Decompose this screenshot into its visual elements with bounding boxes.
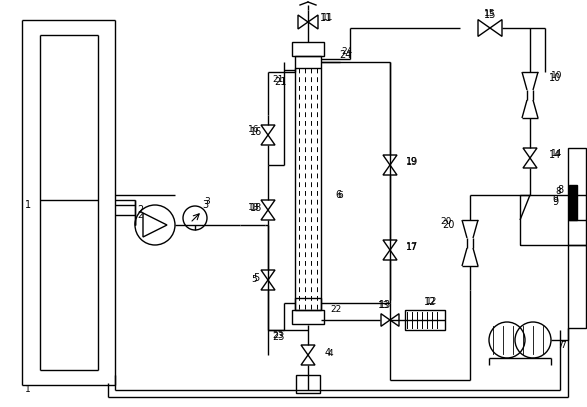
Text: 2: 2 (137, 205, 143, 215)
Text: 1: 1 (25, 200, 31, 210)
Text: 15: 15 (484, 10, 496, 20)
Bar (568, 148, 586, 328)
Text: 2: 2 (137, 210, 143, 219)
Text: 21: 21 (272, 76, 284, 85)
Text: 7: 7 (560, 341, 566, 350)
Text: 4: 4 (327, 348, 333, 357)
Text: 17: 17 (406, 243, 418, 252)
Text: 5: 5 (251, 276, 257, 284)
Text: 15: 15 (484, 9, 496, 18)
Text: 9: 9 (552, 197, 558, 207)
Text: 14: 14 (551, 149, 563, 158)
Text: 5: 5 (253, 273, 259, 283)
Text: 3: 3 (204, 197, 210, 206)
Text: 10: 10 (551, 72, 563, 81)
Text: 16: 16 (248, 125, 260, 134)
Text: 10: 10 (549, 73, 561, 83)
Bar (520, 195, 587, 245)
Text: 17: 17 (406, 242, 418, 252)
Bar (296, 375, 320, 393)
Bar (292, 42, 324, 56)
Text: 20: 20 (442, 220, 454, 230)
Text: 7: 7 (557, 340, 563, 350)
Text: 12: 12 (426, 298, 438, 306)
Text: 19: 19 (406, 157, 418, 167)
Text: 6: 6 (337, 190, 343, 199)
Text: 8: 8 (555, 188, 561, 197)
Text: 16: 16 (250, 127, 262, 137)
Text: 20: 20 (440, 217, 451, 227)
Text: 13: 13 (379, 300, 391, 310)
Text: 3: 3 (202, 200, 208, 210)
Text: 19: 19 (406, 158, 418, 166)
Bar (405, 310, 445, 330)
Bar (295, 56, 321, 68)
Text: 11: 11 (320, 13, 332, 23)
Bar (569, 185, 577, 220)
Bar (292, 310, 324, 324)
Text: 13: 13 (378, 302, 390, 311)
Text: 9: 9 (552, 195, 558, 204)
Text: 23: 23 (272, 331, 284, 341)
Text: 24: 24 (342, 48, 353, 57)
Text: 14: 14 (549, 150, 561, 160)
Text: 24: 24 (339, 50, 351, 60)
Text: 6: 6 (335, 190, 341, 200)
Text: 18: 18 (248, 204, 260, 212)
Text: 22: 22 (330, 306, 342, 315)
Text: 11: 11 (322, 13, 334, 22)
Bar (295, 298, 321, 310)
Text: 23: 23 (272, 332, 284, 342)
Text: 8: 8 (557, 185, 563, 195)
Text: 21: 21 (274, 77, 286, 87)
Text: 18: 18 (250, 203, 262, 213)
Text: 1: 1 (25, 385, 31, 394)
Text: 4: 4 (325, 348, 331, 358)
Text: 12: 12 (424, 297, 436, 307)
